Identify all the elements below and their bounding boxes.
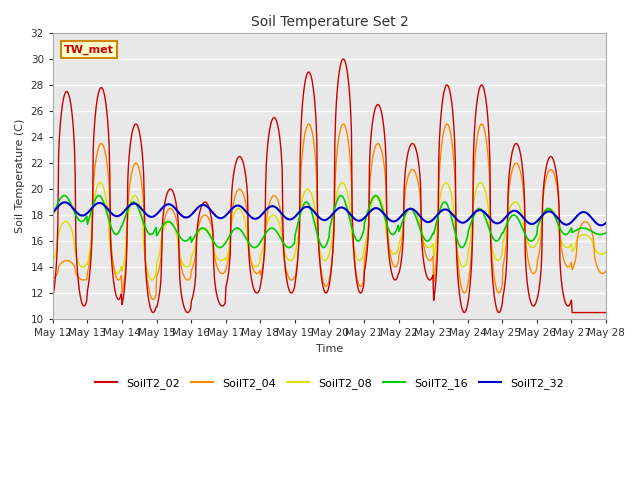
SoilT2_04 bbox=[419, 238, 427, 243]
SoilT2_16 bbox=[265, 227, 273, 232]
SoilT2_02 bbox=[216, 300, 223, 306]
SoilT2_02 bbox=[243, 183, 251, 189]
SoilT2_16 bbox=[387, 231, 395, 237]
SoilT2_16 bbox=[49, 212, 57, 217]
SoilT2_02 bbox=[340, 56, 348, 62]
SoilT2_32 bbox=[597, 222, 605, 228]
SoilT2_08 bbox=[216, 257, 224, 263]
SoilT2_16 bbox=[216, 245, 224, 251]
SoilT2_02 bbox=[387, 267, 395, 273]
SoilT2_32 bbox=[61, 199, 69, 205]
Line: SoilT2_02: SoilT2_02 bbox=[53, 59, 606, 312]
Line: SoilT2_04: SoilT2_04 bbox=[53, 124, 606, 300]
SoilT2_02 bbox=[602, 310, 610, 315]
SoilT2_08 bbox=[244, 241, 252, 247]
SoilT2_04 bbox=[305, 121, 313, 127]
SoilT2_04 bbox=[114, 277, 122, 283]
Y-axis label: Soil Temperature (C): Soil Temperature (C) bbox=[15, 119, 25, 233]
SoilT2_04 bbox=[49, 276, 57, 282]
SoilT2_02 bbox=[419, 244, 426, 250]
SoilT2_16 bbox=[115, 230, 122, 236]
Title: Soil Temperature Set 2: Soil Temperature Set 2 bbox=[251, 15, 408, 29]
Line: SoilT2_08: SoilT2_08 bbox=[53, 182, 606, 280]
SoilT2_08 bbox=[602, 249, 610, 255]
SoilT2_08 bbox=[49, 260, 57, 265]
SoilT2_04 bbox=[244, 215, 252, 220]
X-axis label: Time: Time bbox=[316, 344, 343, 354]
SoilT2_32 bbox=[115, 213, 122, 219]
SoilT2_32 bbox=[49, 209, 57, 215]
SoilT2_02 bbox=[49, 294, 57, 300]
SoilT2_32 bbox=[387, 218, 395, 224]
Line: SoilT2_32: SoilT2_32 bbox=[53, 202, 606, 225]
SoilT2_16 bbox=[458, 245, 466, 251]
SoilT2_08 bbox=[387, 249, 395, 254]
SoilT2_04 bbox=[216, 270, 224, 276]
SoilT2_32 bbox=[419, 216, 426, 221]
SoilT2_16 bbox=[61, 192, 68, 198]
SoilT2_02 bbox=[114, 296, 122, 302]
SoilT2_32 bbox=[265, 205, 273, 211]
SoilT2_32 bbox=[244, 211, 252, 216]
SoilT2_08 bbox=[148, 277, 156, 283]
SoilT2_16 bbox=[419, 231, 426, 237]
SoilT2_04 bbox=[149, 297, 157, 302]
Legend: SoilT2_02, SoilT2_04, SoilT2_08, SoilT2_16, SoilT2_32: SoilT2_02, SoilT2_04, SoilT2_08, SoilT2_… bbox=[91, 374, 568, 394]
SoilT2_04 bbox=[388, 259, 396, 264]
SoilT2_08 bbox=[477, 180, 484, 185]
Text: TW_met: TW_met bbox=[64, 44, 114, 55]
SoilT2_16 bbox=[602, 230, 610, 236]
SoilT2_16 bbox=[244, 238, 252, 244]
SoilT2_32 bbox=[602, 220, 610, 226]
SoilT2_02 bbox=[568, 310, 576, 315]
SoilT2_04 bbox=[602, 268, 610, 274]
SoilT2_08 bbox=[419, 236, 426, 241]
SoilT2_04 bbox=[265, 204, 273, 210]
Line: SoilT2_16: SoilT2_16 bbox=[53, 195, 606, 248]
SoilT2_08 bbox=[114, 271, 122, 276]
SoilT2_02 bbox=[264, 141, 271, 147]
SoilT2_32 bbox=[216, 215, 224, 221]
SoilT2_08 bbox=[265, 217, 273, 223]
